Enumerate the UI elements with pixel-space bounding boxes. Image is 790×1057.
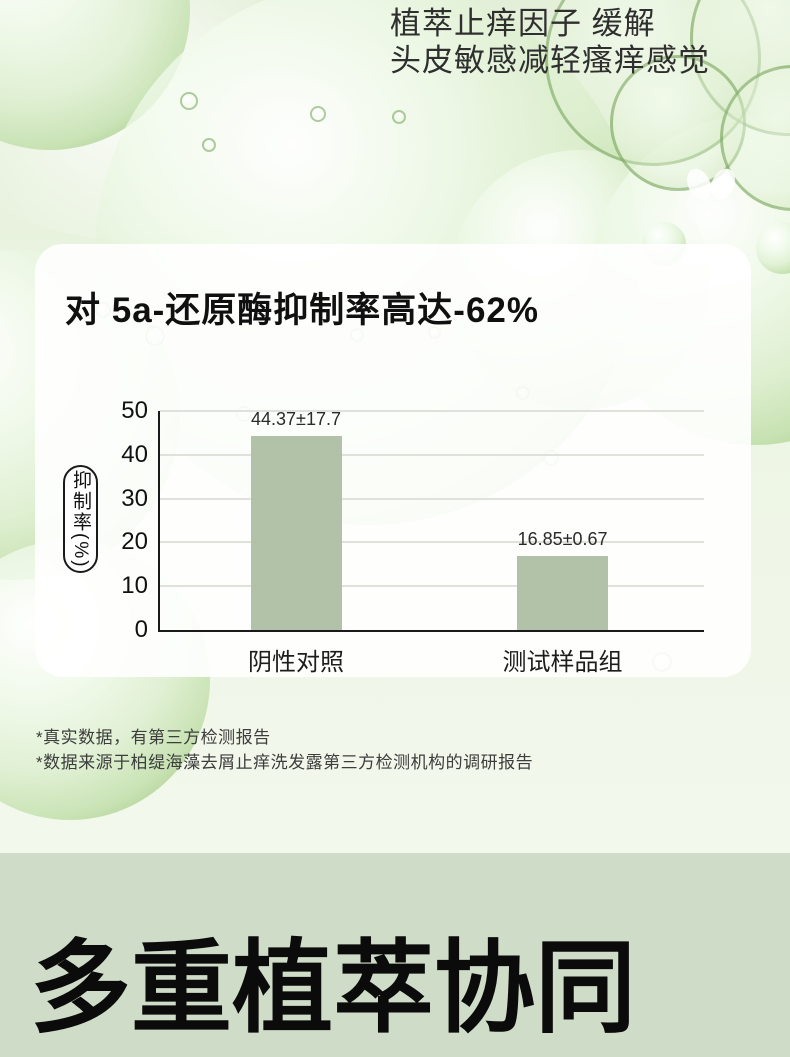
category-label: 测试样品组: [502, 649, 623, 676]
header-copy: 植萃止痒因子 缓解 头皮敏感减轻瘙痒感觉: [390, 5, 780, 79]
chart-gridline: [160, 585, 704, 588]
bar-value-label: 16.85±0.67: [517, 529, 608, 550]
chart-plot: 44.37±17.7 阴性对照 16.85±0.67 测试样品组: [158, 408, 704, 676]
y-axis-tick-label: 0: [134, 616, 148, 643]
category-label: 阴性对照: [248, 649, 344, 676]
y-axis-label-pill: 抑制率(%): [63, 465, 98, 573]
micro-bubble: [180, 92, 198, 110]
y-axis-tick-labels: 0 10 20 30 40 50: [91, 397, 148, 643]
droplet: [756, 222, 790, 274]
micro-bubble: [202, 138, 216, 152]
footnote-1: *真实数据，有第三方检测报告: [36, 728, 271, 747]
section-title: 多重植萃协同: [30, 933, 637, 1045]
bar-value-label: 44.37±17.7: [251, 408, 341, 429]
y-axis-tick-label: 50: [121, 397, 148, 424]
chart-bar: [250, 435, 342, 630]
chart-gridline: [160, 541, 704, 544]
footnotes: *真实数据，有第三方检测报告 *数据来源于柏缇海藻去屑止痒洗发露第三方检测机构的…: [36, 725, 533, 775]
y-axis-tick-label: 20: [121, 528, 148, 556]
data-card: 对 5a-还原酶抑制率高达-62% 抑制率(%) 0 10 20 30 40 50 44.…: [35, 244, 751, 677]
micro-bubble: [392, 110, 406, 124]
chart-gridline: [160, 453, 704, 456]
chart-bar: [517, 556, 609, 630]
y-axis-tick-label: 30: [121, 484, 148, 512]
next-section: 多重植萃协同: [0, 853, 790, 1057]
footnote-2: *数据来源于柏缇海藻去屑止痒洗发露第三方检测机构的调研报告: [36, 753, 534, 772]
chart-gridline: [160, 497, 704, 500]
chart-gridline: [160, 410, 704, 412]
micro-bubble: [310, 106, 326, 122]
y-axis-tick-label: 40: [121, 440, 148, 468]
chart-title: 对 5a-还原酶抑制率高达-62%: [65, 291, 540, 330]
header-line-2: 头皮敏感减轻瘙痒感觉: [390, 43, 710, 78]
header-line-1: 植萃止痒因子 缓解: [390, 6, 656, 41]
y-axis-tick-label: 10: [121, 572, 148, 600]
